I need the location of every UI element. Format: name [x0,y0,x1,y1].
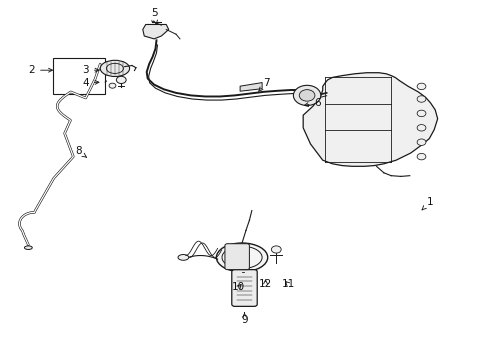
Circle shape [109,83,116,88]
Text: 5: 5 [150,8,157,24]
Circle shape [271,246,281,253]
Polygon shape [303,73,437,166]
Circle shape [293,85,320,105]
Text: 6: 6 [304,98,321,108]
Text: 2: 2 [28,65,52,75]
Text: 1: 1 [421,197,433,210]
Circle shape [416,83,425,90]
Polygon shape [142,24,168,39]
Circle shape [416,139,425,145]
Circle shape [416,110,425,117]
Text: 7: 7 [258,78,269,91]
Text: 9: 9 [241,312,247,325]
FancyBboxPatch shape [224,244,249,270]
Text: 12: 12 [258,279,272,289]
Text: 4: 4 [82,78,99,88]
Ellipse shape [100,60,129,77]
FancyBboxPatch shape [231,270,257,306]
Circle shape [416,153,425,160]
Ellipse shape [216,243,267,272]
Circle shape [416,96,425,102]
Text: 8: 8 [75,146,86,157]
Ellipse shape [24,246,32,249]
Text: 3: 3 [82,65,99,75]
Circle shape [116,76,126,84]
Ellipse shape [178,255,188,260]
Circle shape [299,90,314,101]
Circle shape [416,125,425,131]
Text: 11: 11 [281,279,295,289]
Text: 10: 10 [232,282,244,292]
